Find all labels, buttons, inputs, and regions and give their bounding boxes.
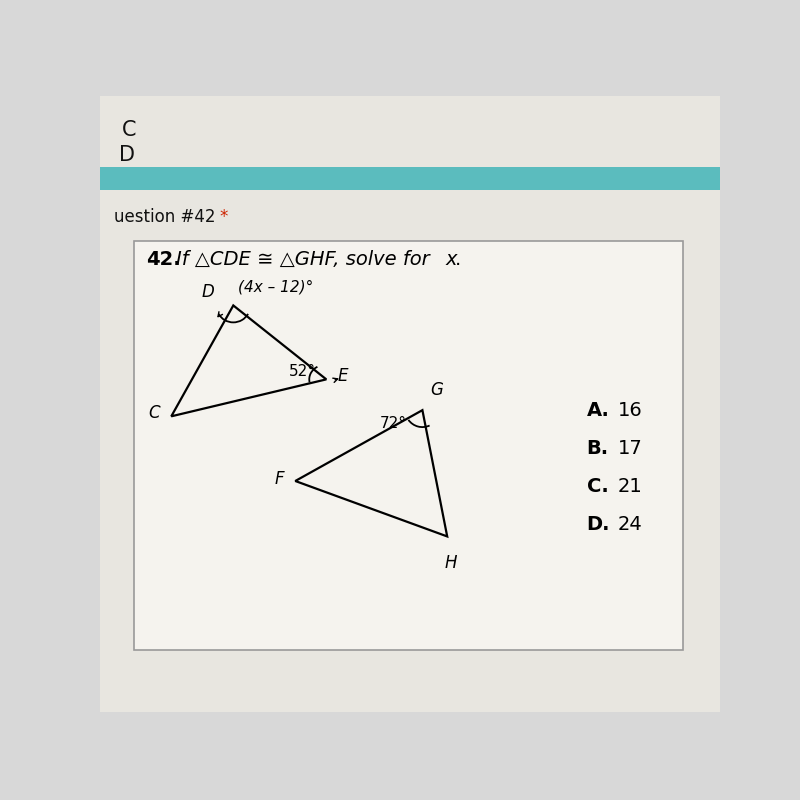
Text: B.: B. <box>586 439 609 458</box>
FancyBboxPatch shape <box>134 241 683 650</box>
Text: (4x – 12)°: (4x – 12)° <box>238 279 314 294</box>
Text: E: E <box>338 367 348 386</box>
Text: uestion #42: uestion #42 <box>114 208 220 226</box>
Text: x: x <box>446 250 458 269</box>
Text: 42.: 42. <box>146 250 181 269</box>
FancyBboxPatch shape <box>100 167 720 190</box>
Text: G: G <box>430 381 442 399</box>
Text: 16: 16 <box>618 401 642 420</box>
Text: A.: A. <box>586 401 610 420</box>
Text: D: D <box>202 282 214 301</box>
Text: C: C <box>122 120 136 140</box>
Text: 72°: 72° <box>380 416 407 431</box>
Text: 52°: 52° <box>289 365 316 379</box>
Text: F: F <box>274 470 284 488</box>
Text: C.: C. <box>586 477 609 496</box>
Text: D.: D. <box>586 515 610 534</box>
Text: C: C <box>149 404 160 422</box>
FancyBboxPatch shape <box>100 96 720 712</box>
Text: 17: 17 <box>618 439 642 458</box>
Text: 21: 21 <box>618 477 642 496</box>
Text: .: . <box>454 250 461 269</box>
Text: D: D <box>118 145 134 165</box>
Text: H: H <box>444 554 457 572</box>
Text: 24: 24 <box>618 515 642 534</box>
Text: *: * <box>219 208 227 226</box>
Text: If △CDE ≅ △GHF, solve for: If △CDE ≅ △GHF, solve for <box>176 250 436 269</box>
